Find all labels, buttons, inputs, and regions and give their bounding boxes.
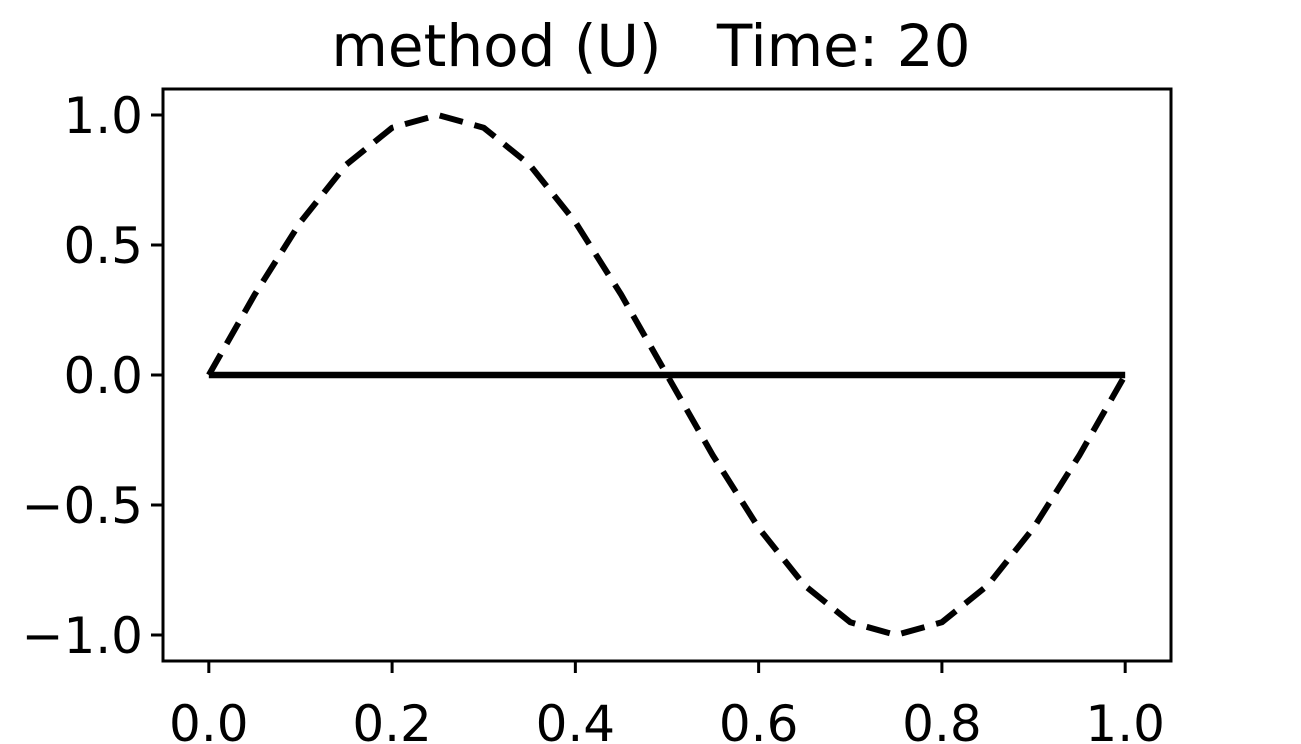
y-tick-label: −1.0 bbox=[22, 607, 143, 665]
x-tick-label: 0.4 bbox=[536, 695, 616, 744]
y-axis: 1.0 0.5 0.0 −0.5 −1.0 bbox=[22, 87, 163, 665]
y-tick-label: −0.5 bbox=[22, 477, 143, 535]
x-tick-label: 0.8 bbox=[902, 695, 982, 744]
x-tick-label: 1.0 bbox=[1085, 695, 1165, 744]
x-tick-label: 0.0 bbox=[169, 695, 249, 744]
series-layer bbox=[206, 112, 1128, 638]
x-tick-label: 0.6 bbox=[719, 695, 799, 744]
x-axis: 0.0 0.2 0.4 0.6 0.8 1.0 bbox=[169, 661, 1165, 744]
x-tick-label: 0.2 bbox=[352, 695, 432, 744]
series-line-1 bbox=[206, 112, 1128, 638]
y-tick-label: 1.0 bbox=[63, 87, 143, 145]
y-tick-label: 0.0 bbox=[63, 347, 143, 405]
chart-title: method (U) Time: 20 bbox=[331, 12, 970, 80]
y-tick-label: 0.5 bbox=[63, 217, 143, 275]
